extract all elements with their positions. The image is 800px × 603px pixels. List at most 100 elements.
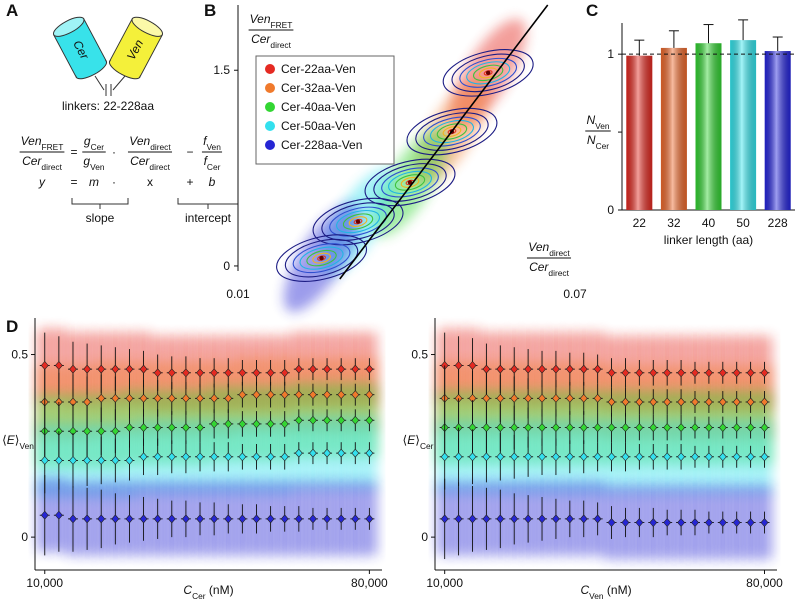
contour — [436, 123, 468, 140]
cylinder-top — [131, 16, 164, 37]
equation-symbol: + — [186, 175, 193, 189]
mean-marker — [579, 364, 588, 374]
mean-marker — [704, 452, 713, 462]
mean-marker — [167, 423, 176, 433]
mean-marker — [482, 514, 491, 524]
label-part: ⟩ — [415, 433, 420, 447]
contour — [312, 252, 331, 264]
mean-marker — [69, 455, 77, 465]
contour — [336, 209, 381, 234]
contour — [364, 158, 456, 207]
equation-symbol: · — [112, 145, 116, 159]
label-part: x — [147, 175, 153, 189]
label-part: direct — [270, 40, 291, 50]
contour — [423, 116, 481, 147]
mean-marker — [704, 397, 713, 407]
legend-label: Cer-40aa-Ven — [281, 100, 356, 114]
mean-marker — [323, 364, 331, 374]
mean-marker — [579, 452, 588, 462]
x-tick-label: 22 — [633, 216, 647, 230]
mean-marker — [579, 423, 588, 433]
mean-marker — [266, 390, 275, 400]
contour — [292, 243, 351, 274]
mean-marker — [746, 423, 755, 433]
mean-marker — [153, 368, 162, 378]
mean-marker — [635, 397, 644, 407]
mean-marker — [704, 423, 713, 433]
equation-fraction: gVen — [83, 154, 104, 172]
y-axis-label: ⟨E⟩Cer — [403, 433, 434, 451]
mean-marker — [718, 518, 727, 527]
mean-marker — [196, 423, 204, 433]
x-tick-label: 80,000 — [351, 576, 388, 590]
mean-marker — [760, 368, 769, 378]
mean-marker — [224, 452, 233, 462]
mean-marker — [760, 452, 769, 462]
mean-marker — [524, 364, 533, 374]
label-part: g — [84, 134, 91, 148]
label-part: · — [112, 175, 116, 189]
equation-symbol: = — [70, 145, 77, 159]
contour — [373, 163, 447, 202]
label-part: f — [203, 134, 208, 148]
panel-label: B — [204, 1, 216, 20]
label-part: Cer — [22, 154, 42, 168]
label-part: Ven — [589, 591, 604, 601]
panel-label: A — [6, 1, 18, 20]
mean-marker — [294, 448, 303, 458]
mean-marker — [337, 364, 346, 374]
mean-marker — [280, 368, 289, 378]
label-part: Cer — [529, 260, 549, 274]
legend-box — [255, 55, 395, 165]
contour — [394, 174, 426, 191]
mean-marker — [309, 364, 317, 374]
mean-marker — [111, 426, 120, 436]
mean-marker — [732, 423, 741, 433]
legend-label: Cer-32aa-Ven — [281, 81, 356, 95]
contour — [442, 49, 534, 97]
mean-marker — [593, 364, 602, 374]
cer-cylinder: Cer — [52, 16, 108, 80]
contour — [329, 206, 387, 237]
x-axis-label: CVen (nM) — [580, 583, 631, 601]
mean-marker — [351, 415, 360, 425]
label-part: Ven — [90, 162, 105, 172]
panel-label: C — [586, 1, 598, 20]
mean-marker — [565, 423, 574, 433]
mean-marker — [40, 510, 49, 520]
linker — [94, 75, 126, 91]
mean-marker — [746, 452, 755, 462]
mean-marker — [552, 364, 560, 374]
mean-marker — [167, 393, 176, 403]
legend-label: Cer-22aa-Ven — [281, 62, 356, 76]
label-part: = — [70, 145, 77, 159]
mean-marker — [593, 452, 602, 462]
mean-marker — [677, 452, 685, 462]
mean-marker — [607, 452, 616, 462]
mean-marker — [196, 393, 204, 403]
label-part: Ven — [250, 12, 271, 26]
mean-marker — [224, 514, 233, 524]
mean-marker — [266, 419, 275, 429]
mean-marker — [718, 397, 727, 407]
mean-marker — [83, 514, 91, 524]
mean-marker — [552, 514, 560, 524]
mean-marker — [97, 455, 106, 465]
label-part: Ven — [19, 441, 34, 451]
label-part: Cer — [91, 142, 105, 152]
mean-marker — [196, 514, 204, 524]
mean-marker — [252, 390, 261, 400]
mean-marker — [593, 514, 602, 524]
mean-marker — [760, 518, 769, 527]
mean-marker — [167, 368, 176, 378]
mean-marker — [139, 393, 148, 403]
mean-marker — [40, 455, 49, 465]
y-tick-label: 0 — [223, 259, 230, 273]
mean-marker — [238, 514, 247, 524]
mean-marker — [691, 368, 699, 378]
equation-symbol: y — [38, 175, 46, 189]
mean-marker — [54, 455, 63, 465]
mean-marker — [524, 452, 533, 462]
label-part: b — [209, 175, 216, 189]
